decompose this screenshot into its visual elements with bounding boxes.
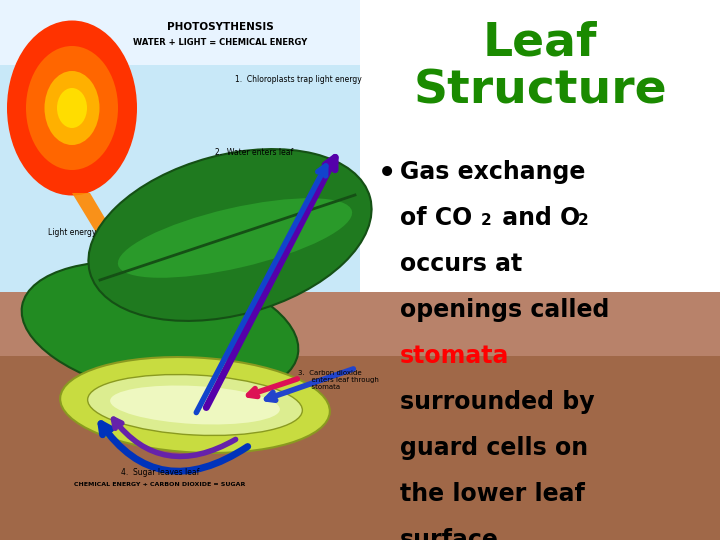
- Text: the lower leaf: the lower leaf: [400, 482, 585, 506]
- Text: Structure: Structure: [413, 68, 667, 113]
- Polygon shape: [72, 20, 76, 63]
- Ellipse shape: [110, 386, 280, 424]
- Text: surrounded by: surrounded by: [400, 390, 595, 414]
- Polygon shape: [103, 75, 130, 96]
- Polygon shape: [9, 108, 40, 113]
- Polygon shape: [81, 151, 96, 190]
- Ellipse shape: [26, 46, 118, 170]
- Polygon shape: [72, 193, 210, 395]
- Text: stomata: stomata: [400, 344, 509, 368]
- Polygon shape: [27, 136, 47, 170]
- Polygon shape: [14, 75, 44, 86]
- Bar: [0, 292, 720, 540]
- Polygon shape: [92, 144, 117, 170]
- Polygon shape: [81, 26, 96, 65]
- Polygon shape: [104, 103, 135, 108]
- Text: occurs at: occurs at: [400, 252, 522, 276]
- Text: openings called: openings called: [400, 298, 609, 322]
- Polygon shape: [68, 20, 72, 63]
- Polygon shape: [68, 153, 72, 196]
- Ellipse shape: [22, 261, 298, 399]
- Bar: [360, 0, 720, 200]
- Bar: [0, 356, 720, 540]
- Text: guard cells on: guard cells on: [400, 436, 588, 460]
- Polygon shape: [14, 75, 41, 96]
- Polygon shape: [72, 153, 76, 196]
- Polygon shape: [48, 147, 56, 190]
- Polygon shape: [27, 144, 52, 170]
- Text: 2: 2: [481, 213, 492, 228]
- Polygon shape: [103, 120, 130, 141]
- Text: of CO: of CO: [400, 206, 472, 230]
- Ellipse shape: [57, 88, 87, 128]
- Ellipse shape: [45, 71, 99, 145]
- Polygon shape: [104, 108, 135, 113]
- Polygon shape: [14, 120, 41, 141]
- Polygon shape: [48, 26, 56, 69]
- Text: CHEMICAL ENERGY + CARBON DIOXIDE = SUGAR: CHEMICAL ENERGY + CARBON DIOXIDE = SUGAR: [74, 482, 246, 487]
- Bar: [0, 0, 360, 65]
- Ellipse shape: [118, 198, 352, 278]
- Text: Light energy: Light energy: [48, 228, 96, 237]
- Bar: [0, 0, 360, 335]
- Text: surface.: surface.: [400, 528, 508, 540]
- Polygon shape: [97, 136, 117, 170]
- Polygon shape: [9, 103, 40, 108]
- Ellipse shape: [7, 21, 137, 195]
- Polygon shape: [14, 130, 44, 141]
- Text: WATER + LIGHT = CHEMICAL ENERGY: WATER + LIGHT = CHEMICAL ENERGY: [133, 38, 307, 47]
- Ellipse shape: [60, 357, 330, 453]
- Polygon shape: [88, 147, 96, 190]
- Polygon shape: [100, 130, 130, 141]
- Text: 3.  Carbon dioxide
      enters leaf through
      stomata: 3. Carbon dioxide enters leaf through st…: [298, 370, 379, 390]
- Text: 4.  Sugar leaves leaf: 4. Sugar leaves leaf: [121, 468, 199, 477]
- Text: 1.  Chloroplasts trap light energy: 1. Chloroplasts trap light energy: [235, 75, 361, 84]
- Polygon shape: [48, 26, 63, 65]
- Text: Gas exchange: Gas exchange: [400, 160, 585, 184]
- Ellipse shape: [89, 149, 372, 321]
- Polygon shape: [48, 151, 63, 190]
- Ellipse shape: [88, 375, 302, 435]
- Text: Leaf: Leaf: [482, 20, 598, 65]
- Text: •: •: [378, 160, 396, 188]
- Polygon shape: [27, 46, 52, 72]
- Polygon shape: [27, 46, 47, 80]
- Polygon shape: [92, 46, 117, 72]
- Text: 2: 2: [578, 213, 589, 228]
- Polygon shape: [100, 75, 130, 86]
- Text: PHOTOSYTHENSIS: PHOTOSYTHENSIS: [166, 22, 274, 32]
- Polygon shape: [97, 46, 117, 80]
- Text: 2.  Water enters leaf: 2. Water enters leaf: [215, 148, 293, 157]
- Polygon shape: [88, 26, 96, 69]
- Text: and O: and O: [494, 206, 580, 230]
